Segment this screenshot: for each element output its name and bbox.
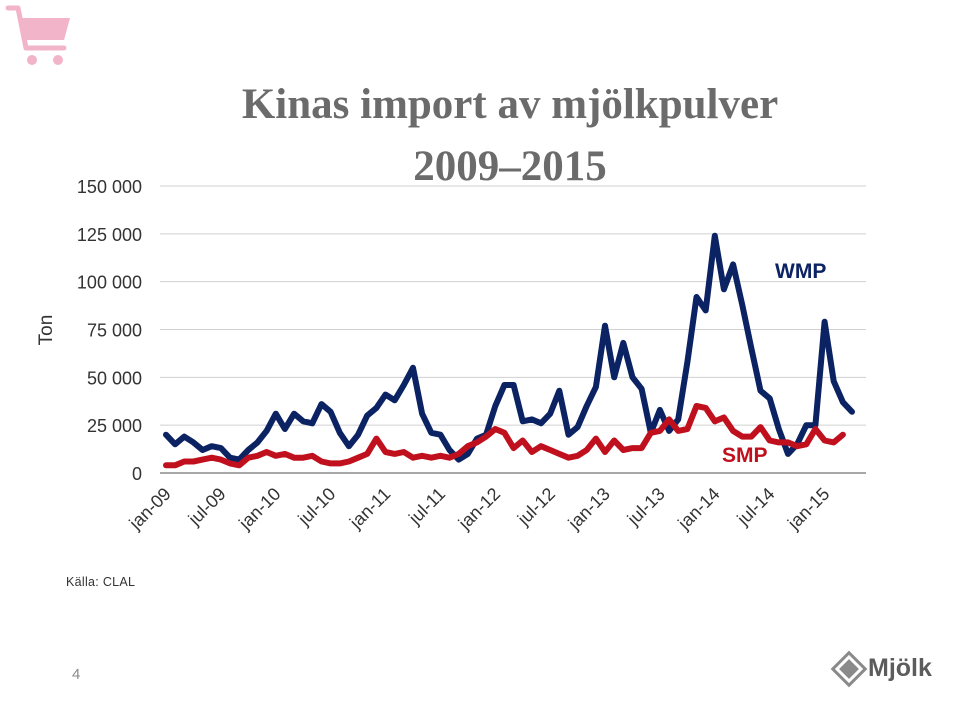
x-axis-tick-labels: jan-09 jul-09 jan-10 jul-10 jan-11 jul-11 jan-… bbox=[125, 484, 834, 534]
x-tick-label: jan-12 bbox=[454, 484, 504, 534]
logo-text: Mjölk bbox=[868, 654, 932, 682]
x-tick-label: jul-14 bbox=[733, 484, 779, 530]
y-tick-label: 150 000 bbox=[77, 177, 142, 197]
x-tick-label: jan-11 bbox=[345, 484, 394, 533]
series-label-smp: SMP bbox=[722, 444, 768, 467]
source-note: Källa: CLAL bbox=[66, 575, 136, 589]
x-tick-label: jan-10 bbox=[234, 484, 284, 534]
x-tick-label: jul-09 bbox=[184, 484, 230, 530]
y-tick-label: 75 000 bbox=[87, 321, 142, 341]
x-tick-label: jul-12 bbox=[513, 484, 559, 530]
x-tick-label: jan-14 bbox=[673, 484, 723, 534]
series-line-wmp bbox=[163, 232, 855, 463]
y-tick-label: 50 000 bbox=[87, 368, 142, 388]
y-axis-label: Ton bbox=[36, 315, 57, 346]
line-chart: 0 25 000 50 000 75 000 100 000 125 000 150 000… bbox=[36, 177, 866, 534]
y-tick-label: 0 bbox=[132, 464, 142, 484]
y-axis-tick-labels: 0 25 000 50 000 75 000 100 000 125 000 150 000 bbox=[77, 177, 142, 484]
y-tick-label: 100 000 bbox=[77, 273, 142, 293]
x-tick-label: jan-13 bbox=[564, 484, 614, 534]
shopping-cart-icon bbox=[5, 5, 70, 65]
chart-title-line1: Kinas import av mjölkpulver bbox=[241, 81, 779, 128]
series-lines bbox=[163, 232, 855, 469]
chart-title-line2: 2009–2015 bbox=[413, 143, 607, 190]
series-label-wmp: WMP bbox=[775, 260, 826, 283]
page-number: 4 bbox=[72, 666, 81, 683]
x-tick-label: jul-10 bbox=[293, 484, 339, 530]
series-line-smp bbox=[163, 403, 846, 469]
grid-lines bbox=[160, 185, 866, 474]
x-tick-label: jul-11 bbox=[404, 484, 449, 529]
mjolk-logo-icon bbox=[830, 650, 868, 688]
chart-title: Kinas import av mjölkpulver 2009–2015 bbox=[140, 74, 880, 198]
x-tick-label: jan-15 bbox=[783, 484, 833, 534]
y-tick-label: 25 000 bbox=[87, 416, 142, 436]
x-tick-label: jan-09 bbox=[125, 484, 175, 534]
y-tick-label: 125 000 bbox=[77, 225, 142, 245]
x-tick-label: jul-13 bbox=[623, 484, 669, 530]
